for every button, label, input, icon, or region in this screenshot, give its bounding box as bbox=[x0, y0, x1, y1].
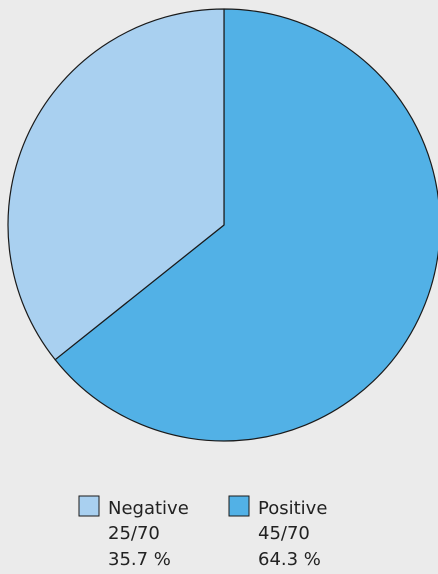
legend-label-negative: Negative bbox=[108, 498, 189, 519]
pie-slice-positive bbox=[54, 8, 438, 442]
legend-swatch-positive bbox=[228, 495, 250, 517]
legend: Negative 25/70 35.7 % Positive 45/70 64.… bbox=[78, 495, 327, 570]
pie-slices bbox=[7, 8, 438, 442]
legend-percent-negative: 35.7 % bbox=[108, 549, 171, 570]
legend-label-positive: Positive bbox=[258, 498, 327, 519]
pie-slice-negative bbox=[7, 8, 225, 361]
legend-fraction-negative: 25/70 bbox=[108, 523, 160, 544]
legend-fraction-positive: 45/70 bbox=[258, 523, 310, 544]
legend-percent-positive: 64.3 % bbox=[258, 549, 321, 570]
legend-item-positive: Positive 45/70 64.3 % bbox=[228, 495, 327, 570]
legend-swatch-negative bbox=[78, 495, 100, 517]
legend-item-negative: Negative 25/70 35.7 % bbox=[78, 495, 189, 570]
